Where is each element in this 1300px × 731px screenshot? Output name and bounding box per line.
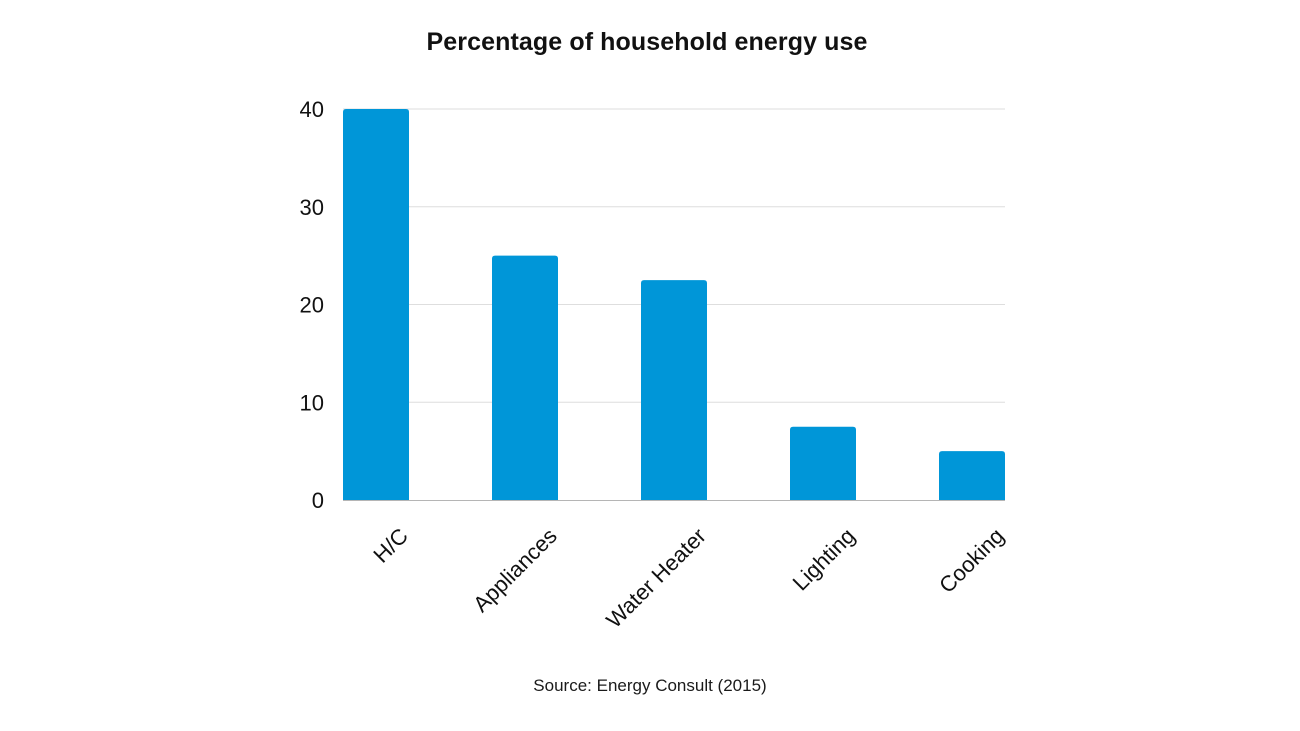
y-axis-ticks: 0 10 20 30 40: [300, 97, 324, 513]
bar-h-c: [343, 109, 409, 500]
x-tick-label: Cooking: [934, 523, 1009, 598]
y-tick-label: 0: [312, 488, 324, 513]
x-tick-label: Appliances: [468, 523, 562, 617]
x-tick-label: Lighting: [788, 523, 860, 595]
y-tick-label: 10: [300, 390, 324, 415]
chart-title: Percentage of household energy use: [426, 28, 868, 56]
y-tick-label: 40: [300, 97, 324, 122]
y-tick-label: 30: [300, 195, 324, 220]
chart-source: Source: Energy Consult (2015): [533, 676, 767, 695]
bar-appliances: [492, 255, 558, 500]
y-tick-label: 20: [300, 293, 324, 318]
bar-water-heater: [641, 280, 707, 500]
x-tick-label: Water Heater: [601, 523, 711, 633]
bars: [343, 109, 1005, 500]
x-axis-ticks: H/C Appliances Water Heater Lighting Cooking: [368, 523, 1008, 633]
x-tick-label: H/C: [368, 523, 413, 568]
bar-cooking: [939, 451, 1005, 500]
bar-lighting: [790, 426, 856, 500]
